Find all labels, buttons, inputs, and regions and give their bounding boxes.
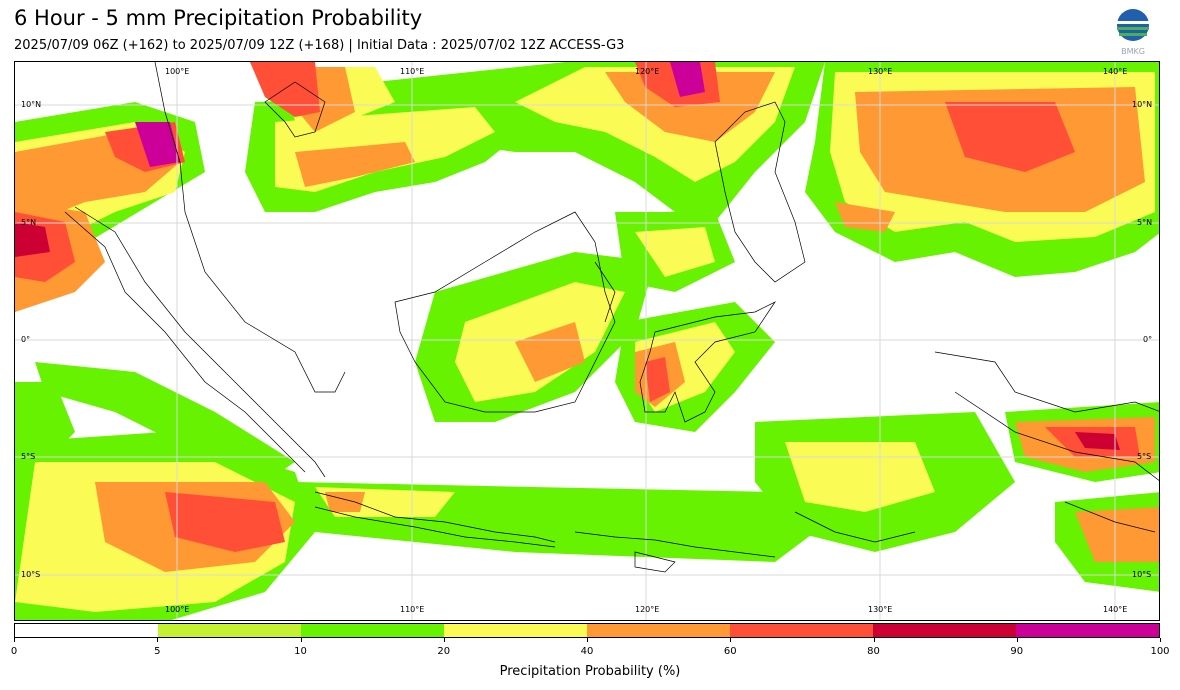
legend-tick-label: 100 <box>1150 646 1170 657</box>
legend-tick-mark <box>1016 638 1018 642</box>
legend-swatch-20-40 <box>444 624 587 637</box>
lat-label-5s-right: 5°S <box>1137 452 1152 461</box>
legend-tick-mark <box>873 638 875 642</box>
legend-colorbar <box>14 623 1160 638</box>
precipitation-field <box>15 62 1159 620</box>
legend-label: Precipitation Probability (%) <box>499 664 681 679</box>
legend-tick-mark <box>587 638 588 642</box>
lat-label-0: 0° <box>21 335 31 344</box>
legend-tick-mark <box>157 638 159 642</box>
legend-swatch-10-20 <box>301 624 444 637</box>
lon-label-130e-bottom: 130°E <box>868 605 893 614</box>
legend-swatch-40-60 <box>587 624 730 637</box>
lon-label-100e-bottom: 100°E <box>165 605 190 614</box>
lon-label-100e: 100°E <box>165 67 190 76</box>
map-subtitle: 2025/07/09 06Z (+162) to 2025/07/09 12Z … <box>14 38 625 53</box>
lat-label-10s-right: 10°S <box>1132 570 1152 579</box>
legend-tick-mark <box>300 638 302 642</box>
legend-tick-label: 40 <box>580 646 594 657</box>
legend-swatch-90-100 <box>1016 624 1159 637</box>
lat-label-0-right: 0° <box>1143 335 1153 344</box>
svg-text:BMKG: BMKG <box>1121 47 1145 56</box>
legend-swatch-5-10 <box>158 624 301 637</box>
precipitation-map: 100°E 110°E 120°E 130°E 140°E 100°E 110°… <box>14 61 1160 621</box>
legend-tick-label: 20 <box>437 646 451 657</box>
legend-tick-mark <box>14 638 15 642</box>
graticule <box>15 62 1159 620</box>
lon-label-130e: 130°E <box>868 67 893 76</box>
legend-swatch-60-80 <box>730 624 873 637</box>
legend-tick-label: 80 <box>867 646 880 657</box>
bmkg-logo: BMKG <box>1112 8 1154 56</box>
legend-tick-mark <box>730 638 732 642</box>
lat-label-10n: 10°N <box>21 100 42 109</box>
lon-label-120e: 120°E <box>635 67 660 76</box>
lat-label-10s: 10°S <box>21 570 41 579</box>
legend-tick-label: 90 <box>1010 646 1024 657</box>
legend-tick-label: 10 <box>294 646 307 657</box>
lon-label-110e-bottom: 110°E <box>400 605 425 614</box>
lon-label-110e: 110°E <box>400 67 425 76</box>
legend-swatch-0-5 <box>15 624 158 637</box>
lon-label-140e-bottom: 140°E <box>1103 605 1128 614</box>
lat-label-5s: 5°S <box>21 452 36 461</box>
lon-label-140e: 140°E <box>1103 67 1128 76</box>
legend-tick-label: 5 <box>154 646 161 657</box>
coastlines <box>64 62 1159 573</box>
legend-tick-label: 60 <box>723 646 737 657</box>
lat-label-10n-right: 10°N <box>1132 100 1153 109</box>
legend-tick-mark <box>1160 638 1161 642</box>
lat-label-5n-right: 5°N <box>1137 218 1153 227</box>
legend-swatch-80-90 <box>873 624 1016 637</box>
map-canvas <box>15 62 1159 620</box>
lon-label-120e-bottom: 120°E <box>635 605 660 614</box>
legend-tick-mark <box>443 638 445 642</box>
lat-label-5n: 5°N <box>21 218 37 227</box>
legend-tick-label: 0 <box>10 646 18 657</box>
map-title: 6 Hour - 5 mm Precipitation Probability <box>14 6 423 30</box>
